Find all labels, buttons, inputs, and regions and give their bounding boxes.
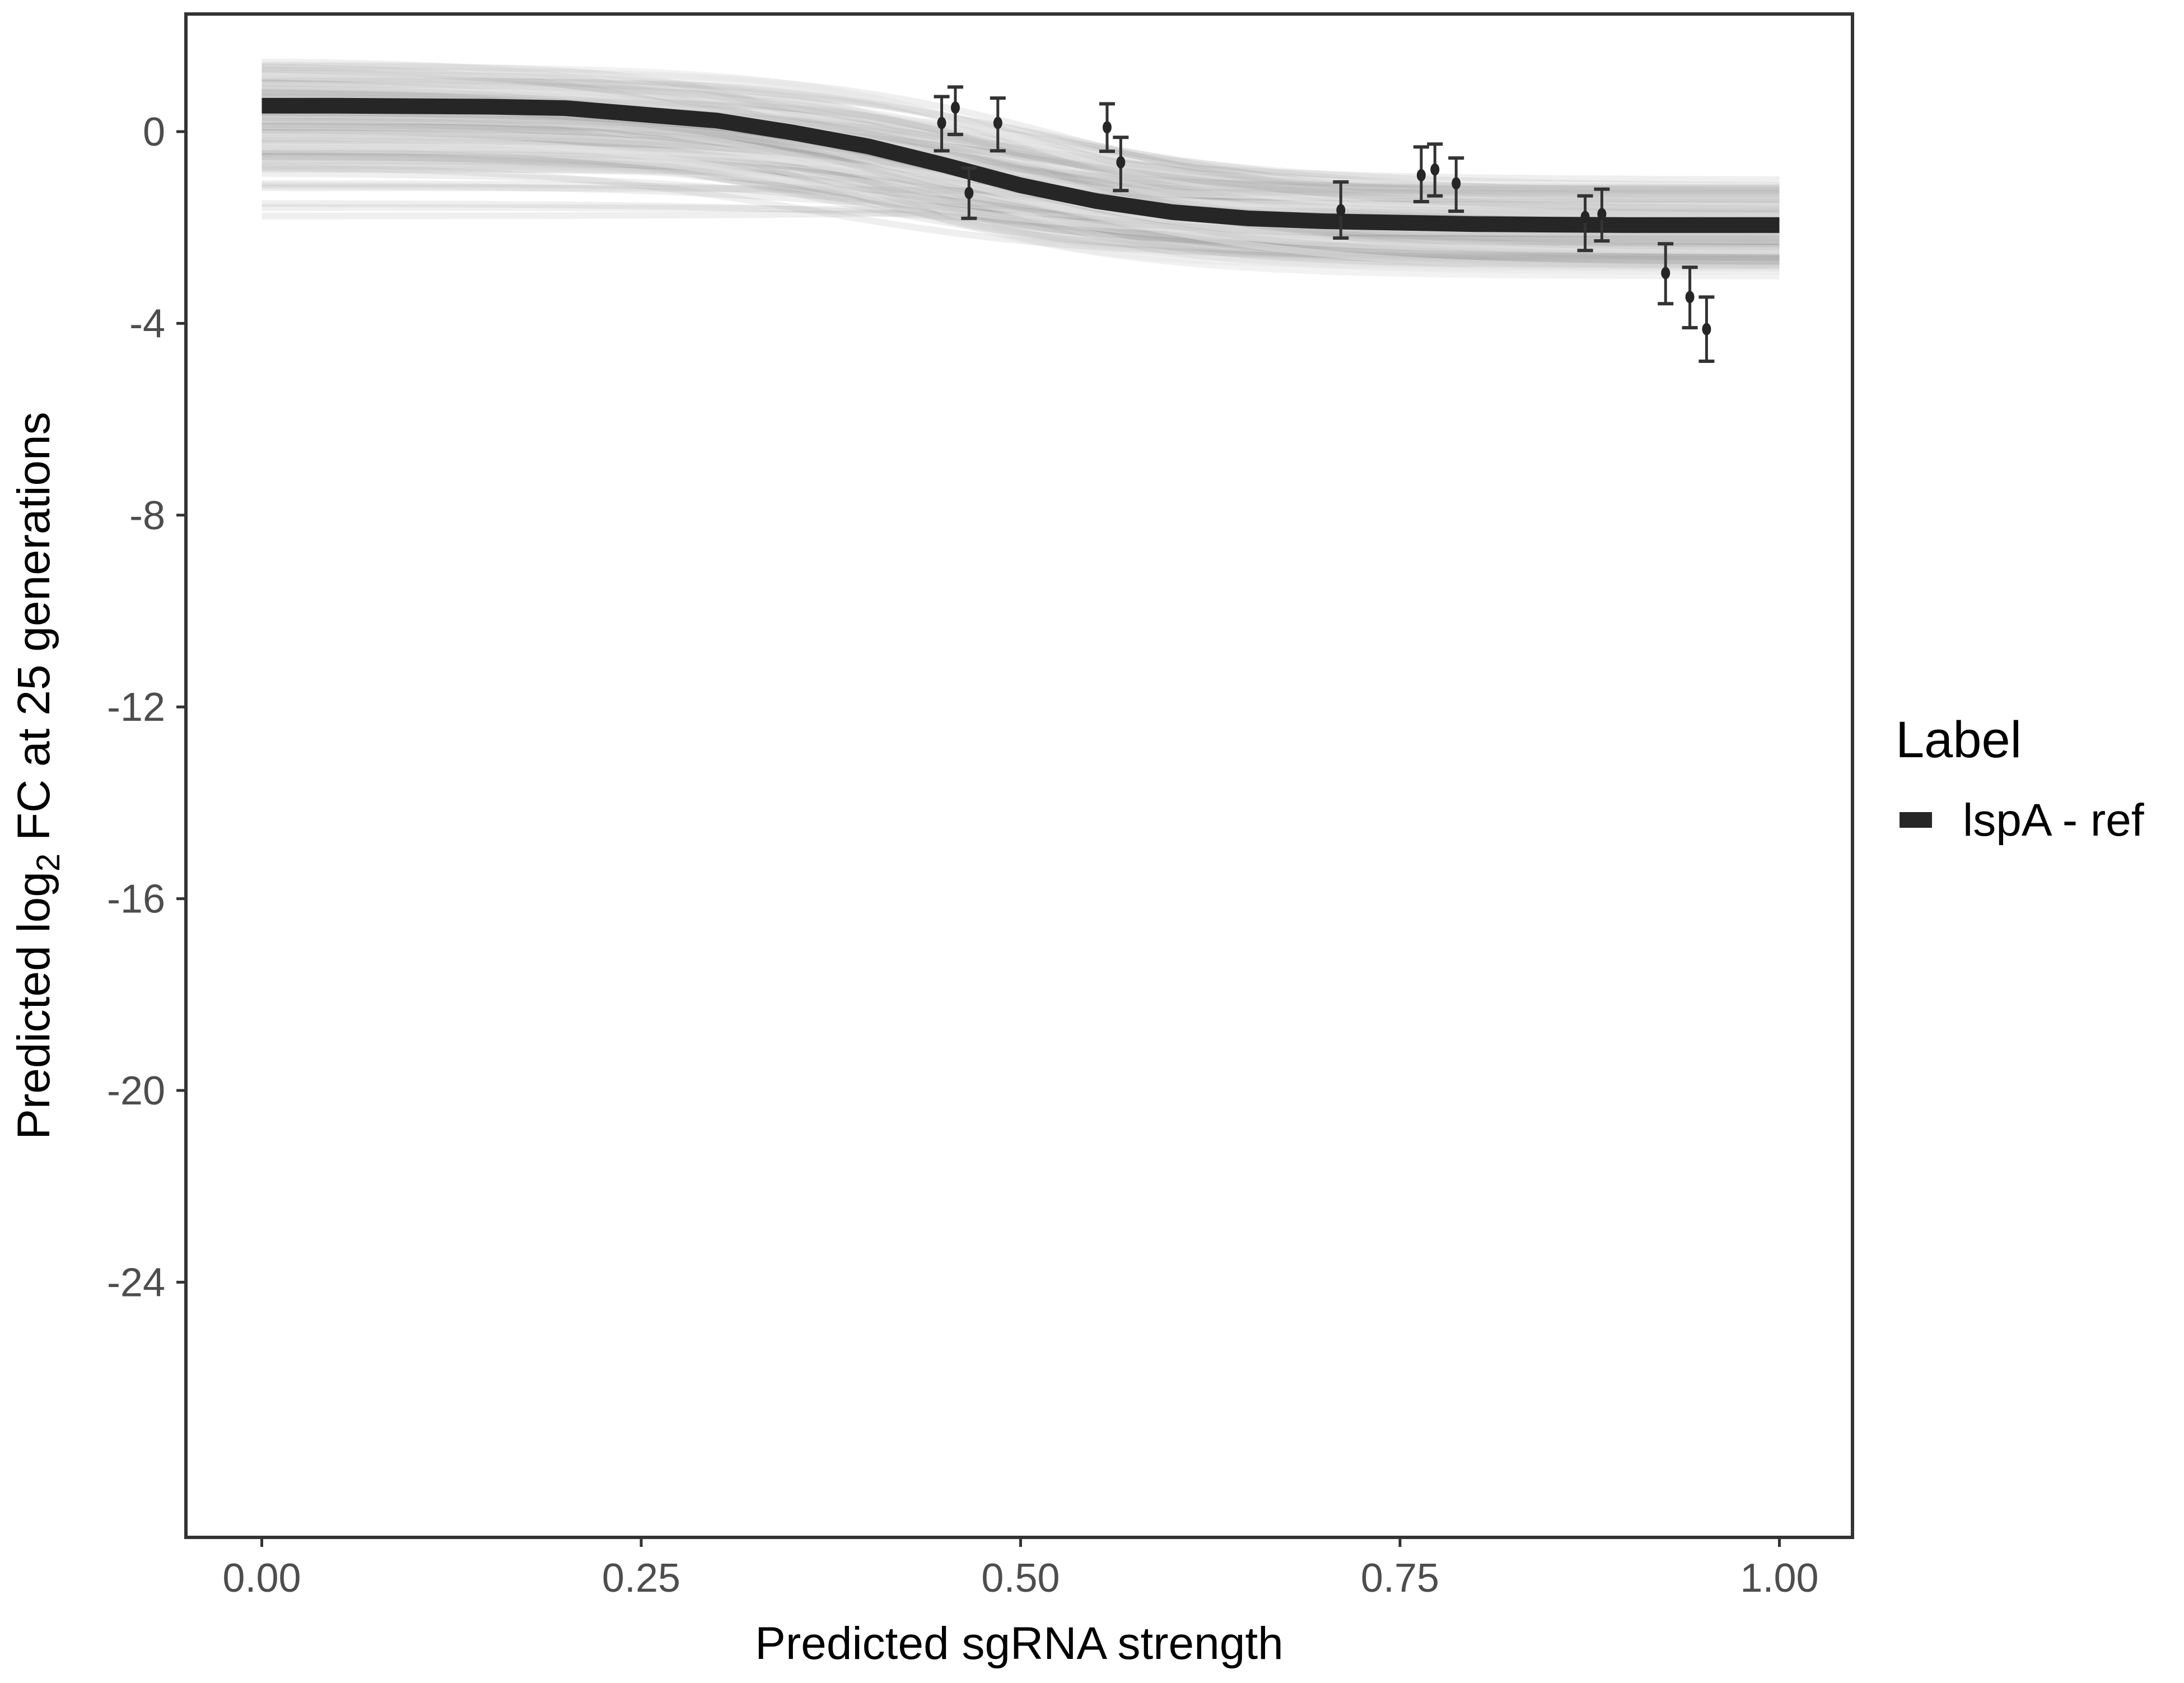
y-tick-label: -20 (107, 1069, 165, 1113)
x-axis-title: Predicted sgRNA strength (755, 1618, 1283, 1669)
data-point-with-errorbar (1413, 145, 1429, 203)
legend: Label lspA - ref (1896, 711, 2144, 846)
data-point-with-errorbar (1427, 142, 1443, 198)
x-tick-label: 0.75 (1361, 1556, 1439, 1601)
data-point-with-errorbar (1698, 295, 1715, 363)
data-point (993, 116, 1002, 129)
data-point-with-errorbar (1682, 265, 1698, 330)
data-point (950, 101, 960, 114)
posterior-draw-line (262, 164, 1780, 260)
data-point (1702, 323, 1711, 335)
data-point (1661, 267, 1670, 279)
x-tick-label: 0.50 (981, 1556, 1060, 1601)
legend-key-lspa-ref (1900, 812, 1932, 828)
posterior-draw-line (262, 109, 1780, 238)
fit-line (262, 97, 1780, 233)
y-tick-label: -24 (107, 1260, 165, 1305)
posterior-draws (262, 58, 1780, 280)
data-point-with-errorbar (990, 96, 1006, 153)
x-tick-label: 0.25 (602, 1556, 680, 1601)
data-point-with-errorbar (934, 95, 950, 153)
data-point-with-errorbar (1658, 242, 1674, 306)
data-point (1430, 163, 1440, 176)
data-point (964, 187, 974, 199)
data-point (1597, 208, 1607, 221)
y-tick-label: -8 (129, 493, 165, 538)
y-tick-label: -4 (129, 301, 165, 346)
data-point (1102, 121, 1112, 134)
data-point (1116, 156, 1126, 169)
y-axis-title: Predicted log2 FC at 25 generations (8, 412, 67, 1139)
y-axis-title-prefix: Predicted log (8, 871, 59, 1140)
posterior-draw-line (262, 115, 1780, 254)
y-axis: 0 -4 -8 -12 -16 -20 -24 (107, 110, 186, 1305)
data-point (937, 116, 946, 129)
data-point (1336, 204, 1346, 217)
data-points (934, 85, 1715, 363)
data-point-with-errorbar (1113, 136, 1129, 193)
data-point-with-errorbar (1333, 180, 1349, 240)
y-tick-label: -16 (107, 877, 165, 922)
data-point-with-errorbar (1594, 187, 1610, 243)
data-point (1452, 177, 1461, 190)
x-tick-label: 1.00 (1740, 1556, 1818, 1601)
y-tick-label: -12 (107, 685, 165, 730)
data-point-with-errorbar (1577, 194, 1593, 253)
data-point-with-errorbar (947, 85, 963, 137)
data-point (1416, 169, 1426, 181)
legend-title: Label (1896, 711, 2022, 768)
posterior-draw-line (262, 114, 1780, 213)
y-axis-title-subscript: 2 (30, 854, 67, 871)
data-point (1580, 211, 1590, 223)
y-axis-title-suffix: FC at 25 generations (8, 412, 59, 854)
y-tick-label: 0 (143, 110, 165, 155)
legend-label-lspa-ref: lspA - ref (1963, 795, 2144, 846)
x-axis: 0.00 0.25 0.50 0.75 1.00 (222, 1537, 1819, 1601)
data-point (1685, 291, 1695, 304)
data-point-with-errorbar (1448, 156, 1464, 213)
data-point-with-errorbar (1099, 102, 1115, 153)
data-point-with-errorbar (961, 166, 977, 220)
x-tick-label: 0.00 (222, 1556, 301, 1601)
